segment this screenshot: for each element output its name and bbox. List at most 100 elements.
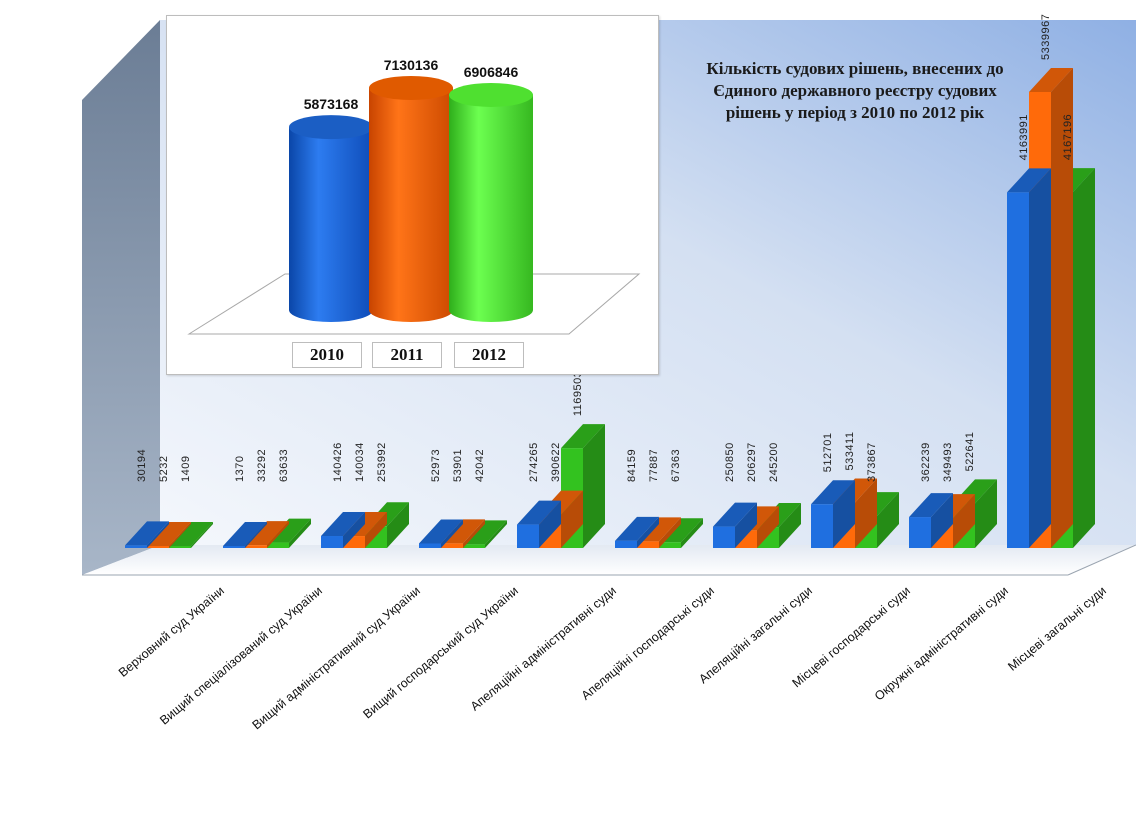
bar-top [419,519,463,544]
bar-side [485,520,507,548]
bar-top [441,519,485,544]
bar [245,545,267,548]
bar-group [125,68,1095,549]
category-label: Верховний суд України [116,584,227,680]
data-label: 522641 [964,432,976,472]
bar-top [811,480,855,505]
bar-top [713,502,757,527]
cylinder-top [289,115,373,140]
cylinder-body [289,127,373,322]
data-label: 1370 [234,456,246,482]
bar [147,546,169,548]
bar-top [1007,168,1051,193]
category-label: Вищий спеціалізований суд України [157,584,325,728]
data-label: 253992 [376,442,388,482]
bar-side [637,516,659,548]
data-label: 63633 [278,449,290,482]
bar-side [659,517,681,548]
data-label: 1409 [180,456,192,482]
bar-side [931,493,953,548]
data-label: 140034 [354,442,366,482]
inset-year-label-1: 2011 [372,342,442,368]
bar [267,542,289,548]
bar-side [1073,168,1095,549]
category-label: Вищий господарський суд України [360,584,521,722]
bar [441,543,463,548]
bar-side [1029,168,1051,549]
bar-top [245,521,289,546]
data-label: 30194 [136,449,148,482]
bar-top [561,424,605,449]
bar [637,541,659,548]
bar [1007,192,1029,549]
bar [909,517,931,548]
bar [517,524,539,548]
bar-side [169,522,191,548]
bar-side [387,502,409,548]
data-label: 4163991 [1018,114,1030,160]
bar-top [1029,68,1073,92]
data-label: 206297 [746,442,758,482]
bar-top [463,520,507,545]
bar-side [289,518,311,548]
inset-value-label: 7130136 [384,57,439,73]
category-label: Вищий адміністративний суд України [250,584,423,733]
cylinder-top [369,76,453,100]
bar-side [681,518,703,548]
bar-side [365,512,387,548]
data-label: 52973 [430,449,442,482]
bar [343,536,365,548]
data-label: 84159 [626,449,638,482]
category-label: Апеляційні загальні суди [696,584,815,687]
cylinder-body [369,88,453,322]
bar-side [267,521,289,548]
data-label: 67363 [670,449,682,482]
data-label: 250850 [724,442,736,482]
bar [811,504,833,548]
data-label: 512701 [822,432,834,472]
bar [659,542,681,548]
cylinder-group: 5873168 7130136 6906846 [289,57,533,322]
bar [463,544,485,548]
data-label: 33292 [256,449,268,482]
bar-side [757,506,779,548]
bar [419,543,441,548]
bar-side [463,519,485,548]
side-wall [82,20,160,575]
data-label: 390622 [550,442,562,482]
bar-top [517,500,561,525]
inset-chart: 5873168 7130136 6906846 [187,57,641,335]
bar-side [245,522,267,548]
bar [169,546,191,548]
bar-side [147,521,169,548]
bar-side [833,480,855,548]
inset-value-label: 5873168 [304,96,359,112]
bar-top [125,521,169,546]
bar-top [321,512,365,537]
bar-side [191,522,213,548]
bar-side [583,424,605,548]
bar-top [909,493,953,518]
bar-side [975,479,997,548]
data-label: 362239 [920,442,932,482]
data-label: 1169503 [572,371,584,417]
data-label: 5339967 [1040,14,1052,60]
category-label: Місцеві загальні суди [1005,584,1109,674]
bar-side [343,512,365,548]
data-label: 140426 [332,442,344,482]
bar [223,546,245,548]
data-label: 42042 [474,449,486,482]
bar-side [539,500,561,548]
data-label: 77887 [648,449,660,482]
bar-side [855,478,877,548]
bar-side [779,503,801,548]
data-label: 4167196 [1062,114,1074,160]
inset-value-label: 6906846 [464,64,519,80]
bar-side [1051,68,1073,548]
bar [615,540,637,548]
bar [125,545,147,548]
bar-side [877,492,899,548]
bar-side [441,519,463,548]
bar-side [735,502,757,548]
